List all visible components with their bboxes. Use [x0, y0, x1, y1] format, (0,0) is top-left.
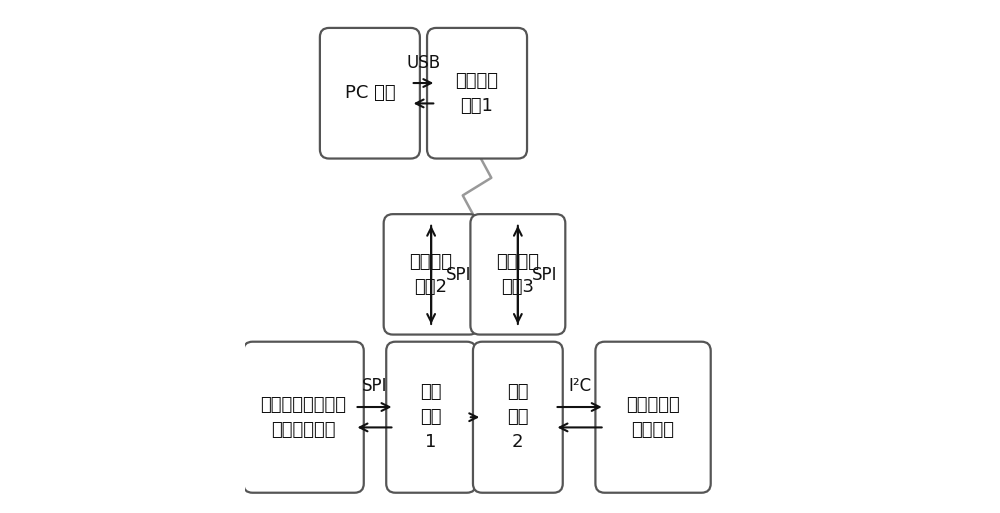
FancyBboxPatch shape	[384, 214, 479, 334]
FancyBboxPatch shape	[386, 342, 476, 492]
Text: SPI: SPI	[362, 377, 387, 396]
Text: SPI: SPI	[445, 266, 471, 284]
FancyBboxPatch shape	[473, 342, 563, 492]
FancyBboxPatch shape	[243, 342, 364, 492]
Text: 无线通讯
模块2: 无线通讯 模块2	[410, 253, 453, 296]
Text: 微处
理器
2: 微处 理器 2	[507, 383, 529, 451]
FancyBboxPatch shape	[595, 342, 711, 492]
Text: I²C: I²C	[568, 377, 591, 396]
FancyBboxPatch shape	[470, 214, 565, 334]
Text: 血氧、血压
检测模块: 血氧、血压 检测模块	[626, 396, 680, 439]
Text: SPI: SPI	[532, 266, 558, 284]
FancyBboxPatch shape	[320, 28, 420, 159]
Text: 心率、体温、呼吸
频率检测模块: 心率、体温、呼吸 频率检测模块	[261, 396, 347, 439]
Text: PC 电脑: PC 电脑	[345, 84, 395, 102]
Text: USB: USB	[406, 54, 441, 72]
Text: 无线通讯
模块1: 无线通讯 模块1	[456, 72, 499, 115]
Text: 无线通讯
模块3: 无线通讯 模块3	[496, 253, 539, 296]
Text: 微处
理器
1: 微处 理器 1	[420, 383, 442, 451]
FancyBboxPatch shape	[427, 28, 527, 159]
